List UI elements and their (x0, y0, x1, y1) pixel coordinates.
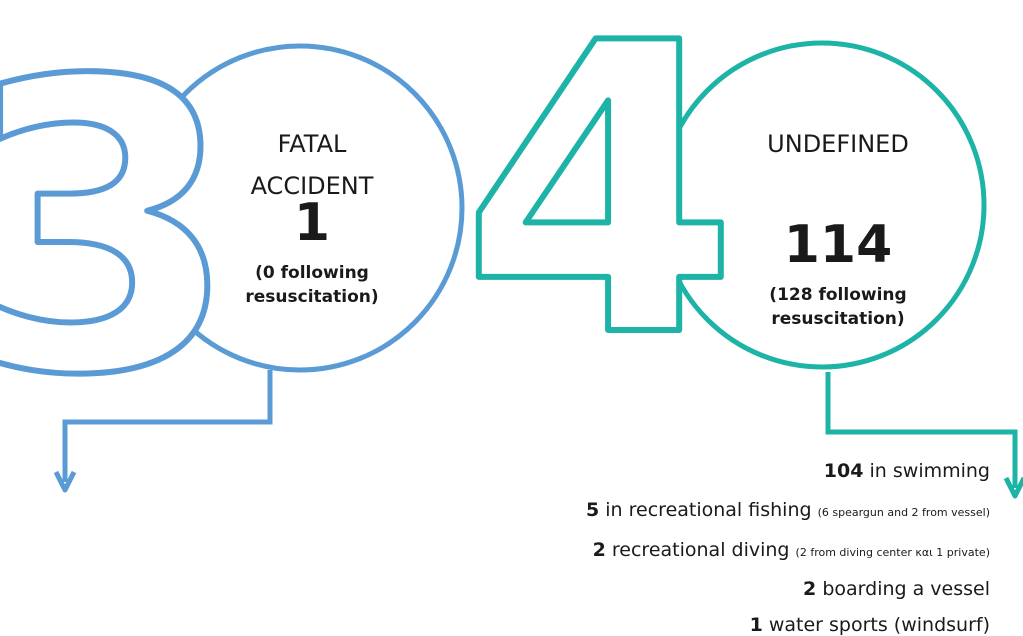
breakdown-row: 5 in recreational fishing (6 speargun an… (586, 499, 990, 521)
row-detail: (2 from diving center και 1 private) (796, 546, 990, 559)
row-label: boarding a vessel (822, 578, 990, 600)
panel-note: resuscitation) (771, 309, 904, 329)
panel-note: (128 following (769, 285, 906, 305)
panel-title: FATAL (278, 130, 347, 158)
breakdown-row: 2 boarding a vessel (803, 578, 990, 600)
arrow-head (53, 470, 77, 493)
row-count: 104 (824, 460, 864, 482)
big-numeral: 3 (0, 0, 239, 463)
breakdown-row: 104 in swimming (824, 460, 990, 482)
row-count: 2 (803, 578, 816, 600)
breakdown-row: 2 recreational diving (2 from diving cen… (593, 539, 990, 561)
connector (62, 370, 273, 482)
row-count: 2 (593, 539, 606, 561)
row-detail: (6 speargun and 2 from vessel) (818, 506, 990, 519)
panel-note: (0 following (255, 263, 369, 283)
arrow-head (1003, 476, 1023, 499)
ring (135, 43, 465, 373)
panel-title: ACCIDENT (251, 172, 374, 200)
row-label: recreational diving (612, 539, 790, 561)
panel-title: UNDEFINED (767, 130, 909, 158)
connector (825, 372, 1018, 488)
row-count: 5 (586, 499, 599, 521)
row-label: in recreational fishing (605, 499, 811, 521)
ring (657, 40, 987, 370)
row-count: 1 (750, 614, 763, 636)
panel-note: resuscitation) (245, 287, 378, 307)
panel: 4 UNDEFINED 114 (128 following resuscitation… (458, 0, 1023, 499)
breakdown-row: 1 water sports (windsurf) (750, 614, 990, 636)
row-label: water sports (windsurf) (769, 614, 990, 636)
row-label: in swimming (870, 460, 990, 482)
big-numeral: 4 (461, 0, 739, 425)
panel-count: 1 (294, 193, 330, 253)
panel-count: 114 (784, 215, 893, 275)
